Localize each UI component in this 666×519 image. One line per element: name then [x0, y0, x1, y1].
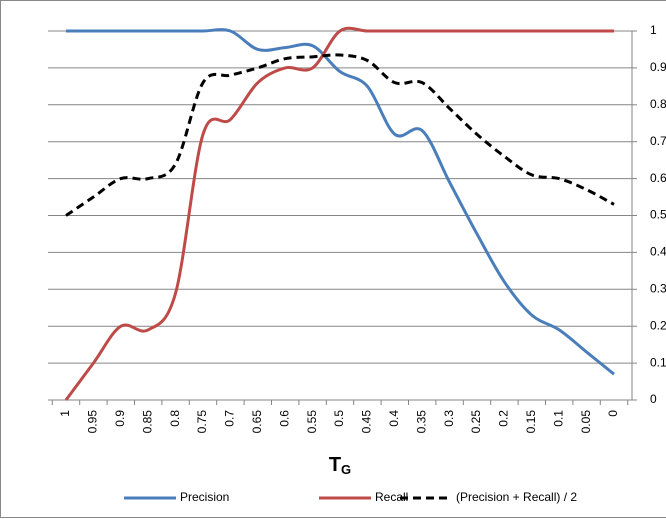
x-tick-label: 0.4	[387, 410, 401, 427]
y-tick-label: 0.9	[650, 60, 666, 74]
x-axis-label-sub: G	[341, 462, 351, 477]
x-tick-label: 0.65	[250, 410, 264, 434]
legend-label: (Precision + Recall) / 2	[456, 490, 577, 504]
x-tick-label: 1	[58, 410, 72, 417]
x-axis-label: TG	[329, 454, 351, 477]
x-axis-label-main: T	[329, 454, 341, 476]
y-tick-label: 0.4	[650, 245, 666, 259]
y-tick-label: 0	[650, 392, 657, 406]
y-tick-label: 1	[650, 23, 657, 37]
x-tick-label: 0.8	[168, 410, 182, 427]
y-tick-label: 0.6	[650, 171, 666, 185]
x-tick-label: 0.55	[305, 410, 319, 434]
x-tick-label: 0.9	[113, 410, 127, 427]
y-tick-label: 0.7	[650, 134, 666, 148]
y-tick-label: 0.1	[650, 355, 666, 369]
x-tick-label: 0.25	[469, 410, 483, 434]
x-tick-label: 0.3	[442, 410, 456, 427]
x-tick-label: 0.85	[140, 410, 154, 434]
y-tick-label: 0.2	[650, 318, 666, 332]
legend-label: Recall	[375, 490, 408, 504]
x-tick-label: 0.75	[195, 410, 209, 434]
x-tick-label: 0.15	[524, 410, 538, 434]
x-tick-label: 0.6	[277, 410, 291, 427]
data-line	[66, 28, 615, 376]
legend-label: Precision	[180, 490, 229, 504]
x-tick-label: 0.95	[86, 410, 100, 434]
x-tick-label: 0.45	[360, 410, 374, 434]
x-tick-label: 0.05	[579, 410, 593, 434]
y-tick-label: 0.8	[650, 97, 666, 111]
data-line	[65, 53, 615, 217]
x-tick-label: 0.35	[414, 410, 428, 434]
x-tick-label: 0.1	[551, 410, 565, 427]
x-tick-label: 0	[606, 410, 620, 417]
x-tick-label: 0.5	[332, 410, 346, 427]
x-tick-label: 0.2	[497, 410, 511, 427]
data-line	[64, 26, 614, 401]
y-tick-label: 0.3	[650, 281, 666, 295]
x-tick-label: 0.7	[223, 410, 237, 427]
y-tick-label: 0.5	[650, 208, 666, 222]
